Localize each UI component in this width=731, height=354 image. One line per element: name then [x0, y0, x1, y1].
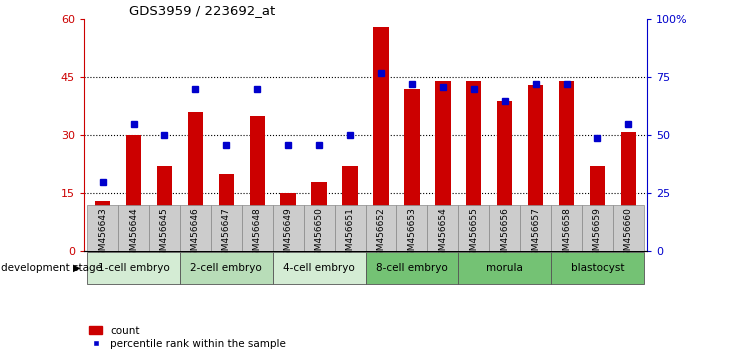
Text: 4-cell embryo: 4-cell embryo	[283, 263, 355, 273]
Bar	[156, 166, 173, 251]
Text: GSM456659: GSM456659	[593, 207, 602, 263]
Bar	[303, 205, 335, 251]
Text: 8-cell embryo: 8-cell embryo	[376, 263, 448, 273]
Bar	[458, 205, 489, 251]
Text: GSM456643: GSM456643	[98, 207, 107, 262]
Bar	[621, 132, 636, 251]
Bar	[249, 116, 265, 251]
Text: ▶: ▶	[73, 263, 80, 273]
Bar	[87, 205, 118, 251]
Text: GSM456647: GSM456647	[221, 207, 231, 262]
Bar	[458, 252, 551, 284]
Text: GSM456656: GSM456656	[500, 207, 510, 263]
Text: GSM456654: GSM456654	[439, 207, 447, 262]
Text: GSM456660: GSM456660	[624, 207, 633, 263]
Bar	[582, 205, 613, 251]
Text: blastocyst: blastocyst	[571, 263, 624, 273]
Bar	[118, 205, 149, 251]
Text: GSM456646: GSM456646	[191, 207, 200, 262]
Text: 1-cell embryo: 1-cell embryo	[98, 263, 170, 273]
Bar	[613, 205, 644, 251]
Bar	[273, 252, 366, 284]
Bar	[180, 252, 273, 284]
Bar	[435, 81, 450, 251]
Text: GSM456653: GSM456653	[407, 207, 417, 263]
Bar	[551, 205, 582, 251]
Bar	[180, 205, 211, 251]
Text: GSM456657: GSM456657	[531, 207, 540, 263]
Text: GSM456655: GSM456655	[469, 207, 478, 263]
Text: morula: morula	[486, 263, 523, 273]
Text: GSM456658: GSM456658	[562, 207, 571, 263]
Bar	[520, 205, 551, 251]
Bar	[366, 205, 396, 251]
Text: development stage: development stage	[1, 263, 102, 273]
Bar	[374, 27, 389, 251]
Bar	[497, 101, 512, 251]
Bar	[273, 205, 303, 251]
Text: GSM456644: GSM456644	[129, 207, 138, 262]
Bar	[404, 89, 420, 251]
Bar	[558, 81, 575, 251]
Bar	[342, 166, 357, 251]
Bar	[489, 205, 520, 251]
Bar	[528, 85, 543, 251]
Bar	[281, 193, 296, 251]
Bar	[219, 174, 234, 251]
Bar	[95, 201, 110, 251]
Text: GSM456645: GSM456645	[160, 207, 169, 262]
Text: 2-cell embryo: 2-cell embryo	[191, 263, 262, 273]
Bar	[466, 81, 482, 251]
Text: GSM456651: GSM456651	[346, 207, 355, 263]
Bar	[590, 166, 605, 251]
Bar	[366, 252, 458, 284]
Bar	[311, 182, 327, 251]
Legend: count, percentile rank within the sample: count, percentile rank within the sample	[89, 326, 286, 349]
Bar	[149, 205, 180, 251]
Text: GSM456652: GSM456652	[376, 207, 385, 262]
Bar	[396, 205, 428, 251]
Bar	[551, 252, 644, 284]
Text: GSM456650: GSM456650	[314, 207, 324, 263]
Bar	[428, 205, 458, 251]
Bar	[87, 252, 180, 284]
Bar	[126, 136, 141, 251]
Bar	[242, 205, 273, 251]
Text: GDS3959 / 223692_at: GDS3959 / 223692_at	[129, 4, 276, 17]
Text: GSM456648: GSM456648	[253, 207, 262, 262]
Bar	[211, 205, 242, 251]
Bar	[335, 205, 366, 251]
Bar	[188, 112, 203, 251]
Text: GSM456649: GSM456649	[284, 207, 292, 262]
